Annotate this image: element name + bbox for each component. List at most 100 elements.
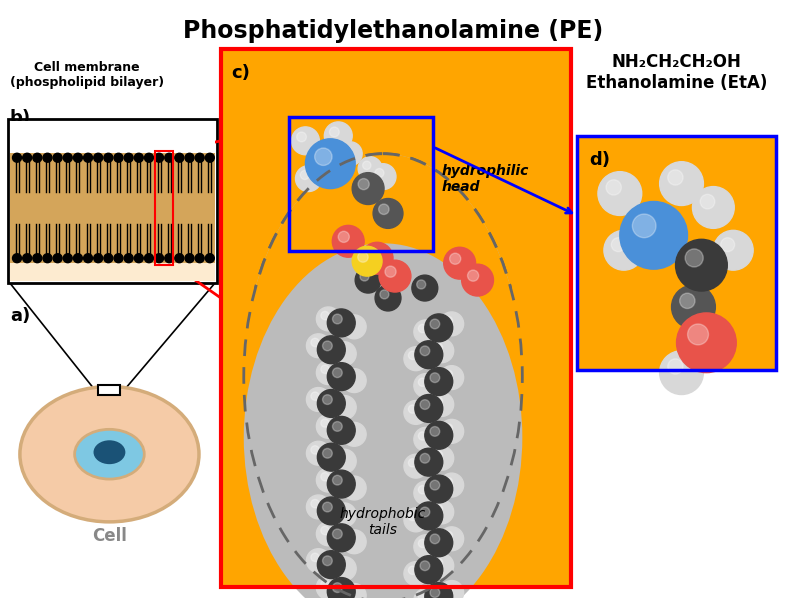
Circle shape [380, 290, 389, 299]
Circle shape [604, 230, 644, 270]
Circle shape [337, 400, 345, 408]
Circle shape [195, 254, 204, 263]
Circle shape [145, 254, 153, 263]
Circle shape [620, 202, 687, 269]
Circle shape [175, 254, 184, 263]
Circle shape [420, 507, 430, 517]
Circle shape [23, 153, 32, 162]
Text: Cell membrane
(phospholipid bilayer): Cell membrane (phospholipid bilayer) [10, 61, 164, 89]
Circle shape [420, 561, 430, 571]
Circle shape [347, 534, 355, 542]
Bar [155, 151, 173, 265]
Circle shape [404, 400, 428, 424]
Circle shape [352, 173, 384, 205]
Circle shape [333, 226, 364, 257]
Circle shape [700, 194, 715, 209]
Circle shape [425, 421, 453, 449]
Circle shape [322, 502, 333, 512]
Circle shape [415, 341, 442, 368]
Circle shape [693, 187, 734, 229]
Circle shape [338, 142, 362, 166]
Circle shape [430, 480, 440, 490]
Circle shape [33, 254, 42, 263]
Circle shape [310, 338, 319, 347]
Circle shape [440, 581, 464, 600]
Circle shape [435, 397, 442, 406]
Circle shape [375, 285, 401, 311]
Circle shape [73, 153, 82, 162]
Circle shape [430, 319, 440, 329]
Circle shape [84, 254, 92, 263]
Circle shape [435, 343, 442, 352]
Circle shape [333, 342, 356, 365]
Circle shape [63, 153, 72, 162]
Circle shape [342, 530, 366, 554]
Circle shape [375, 169, 384, 178]
Circle shape [425, 529, 453, 557]
Circle shape [444, 424, 453, 432]
Circle shape [425, 314, 453, 342]
Circle shape [318, 336, 345, 364]
Text: c): c) [231, 64, 250, 82]
Circle shape [316, 307, 340, 331]
Text: a): a) [10, 307, 30, 325]
Circle shape [342, 422, 366, 446]
Circle shape [165, 254, 174, 263]
Circle shape [316, 415, 340, 438]
Circle shape [435, 451, 442, 459]
Circle shape [360, 272, 369, 281]
Ellipse shape [244, 243, 522, 600]
Circle shape [310, 553, 319, 562]
Circle shape [430, 500, 453, 524]
Circle shape [606, 180, 622, 195]
Circle shape [450, 253, 461, 265]
Ellipse shape [244, 154, 522, 600]
Circle shape [321, 365, 329, 373]
Circle shape [408, 458, 416, 467]
Bar [10, 153, 215, 263]
Circle shape [321, 473, 329, 481]
Circle shape [327, 362, 356, 391]
Circle shape [404, 347, 428, 371]
Circle shape [430, 339, 453, 362]
Circle shape [297, 132, 307, 142]
Circle shape [310, 499, 319, 508]
Circle shape [124, 153, 134, 162]
Text: b): b) [10, 109, 31, 127]
Circle shape [358, 252, 368, 262]
Circle shape [333, 422, 342, 431]
Circle shape [420, 400, 430, 409]
Circle shape [321, 419, 329, 427]
Circle shape [675, 239, 728, 291]
Circle shape [430, 588, 440, 598]
Circle shape [327, 416, 356, 444]
Circle shape [333, 395, 356, 419]
Circle shape [418, 485, 427, 494]
Circle shape [94, 254, 103, 263]
Circle shape [342, 476, 366, 500]
Circle shape [660, 162, 703, 205]
Circle shape [333, 475, 342, 485]
Circle shape [321, 311, 329, 320]
Circle shape [404, 454, 428, 478]
Circle shape [415, 395, 442, 422]
Circle shape [329, 127, 339, 137]
Circle shape [430, 554, 453, 578]
Circle shape [333, 449, 356, 473]
Circle shape [415, 502, 442, 530]
Circle shape [444, 531, 453, 539]
Circle shape [155, 153, 164, 162]
Circle shape [632, 214, 656, 238]
Circle shape [333, 583, 342, 592]
Text: Phosphatidylethanolamine (PE): Phosphatidylethanolamine (PE) [182, 19, 603, 43]
Bar [99, 385, 120, 395]
Circle shape [425, 583, 453, 600]
Circle shape [425, 475, 453, 503]
Bar [222, 288, 570, 584]
Circle shape [185, 153, 194, 162]
Circle shape [672, 285, 716, 329]
Circle shape [310, 446, 319, 454]
Circle shape [205, 254, 214, 263]
Circle shape [358, 157, 382, 181]
Circle shape [343, 146, 351, 155]
